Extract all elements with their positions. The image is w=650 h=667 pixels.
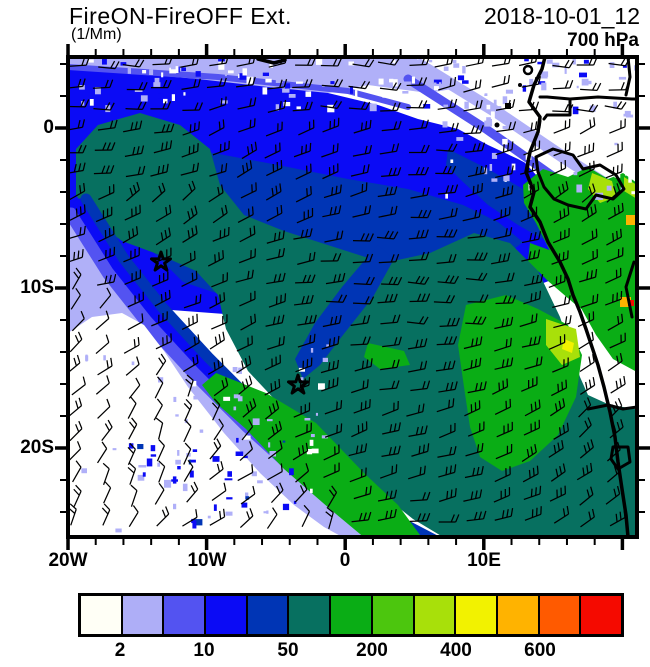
units-label: (1/Mm) <box>71 26 122 43</box>
colorbar-cell <box>245 596 288 634</box>
country-border <box>609 445 632 471</box>
colorbar-cell <box>120 596 163 634</box>
page-title: FireON-FireOFF Ext. <box>69 3 292 29</box>
colorbar-tick-label: 50 <box>277 640 299 661</box>
colorbar <box>78 593 624 637</box>
x-axis-tick-label: 20W <box>48 550 88 571</box>
y-axis-tick-label: 10S <box>20 277 54 298</box>
country-border <box>538 95 572 121</box>
colorbar-cell <box>370 596 413 634</box>
star-marker <box>287 373 309 395</box>
island-outline <box>522 64 534 76</box>
datetime-label: 2018-10-01_12 <box>483 3 640 29</box>
country-border <box>624 260 636 319</box>
map-border <box>66 55 639 539</box>
colorbar-cell <box>412 596 455 634</box>
map-field <box>68 57 637 537</box>
colorbar-cell <box>454 596 496 634</box>
country-border <box>624 57 632 97</box>
colorbar-cell <box>204 596 246 634</box>
island-dot <box>518 83 522 87</box>
colorbar-tick-label: 10 <box>193 640 215 661</box>
country-border <box>534 147 626 211</box>
colorbar-cell <box>329 596 371 634</box>
colorbar-cell <box>81 596 121 634</box>
colorbar-tick-label: 600 <box>524 640 556 661</box>
colorbar-tick-label: 2 <box>114 640 126 661</box>
x-axis-tick-label: 10W <box>187 550 227 571</box>
colorbar-cell <box>579 596 621 634</box>
x-axis-tick-label: 0 <box>339 550 351 571</box>
colorbar-tick-label: 200 <box>356 640 388 661</box>
colorbar-cell <box>162 596 205 634</box>
country-border <box>586 403 637 411</box>
y-axis-tick-label: 20S <box>20 437 54 458</box>
axis-ticks <box>55 44 650 550</box>
country-border <box>256 57 287 65</box>
coastline <box>524 57 630 537</box>
colorbar-cell <box>537 596 580 634</box>
colorbar-tick-label: 400 <box>440 640 472 661</box>
colorbar-cell <box>495 596 538 634</box>
island-dot <box>494 122 500 128</box>
star-marker <box>150 250 172 272</box>
y-axis-tick-label: 0 <box>43 117 54 138</box>
colorbar-cell <box>287 596 330 634</box>
x-axis-tick-label: 10E <box>467 550 501 571</box>
country-border <box>568 95 637 101</box>
island-dot <box>505 103 511 109</box>
